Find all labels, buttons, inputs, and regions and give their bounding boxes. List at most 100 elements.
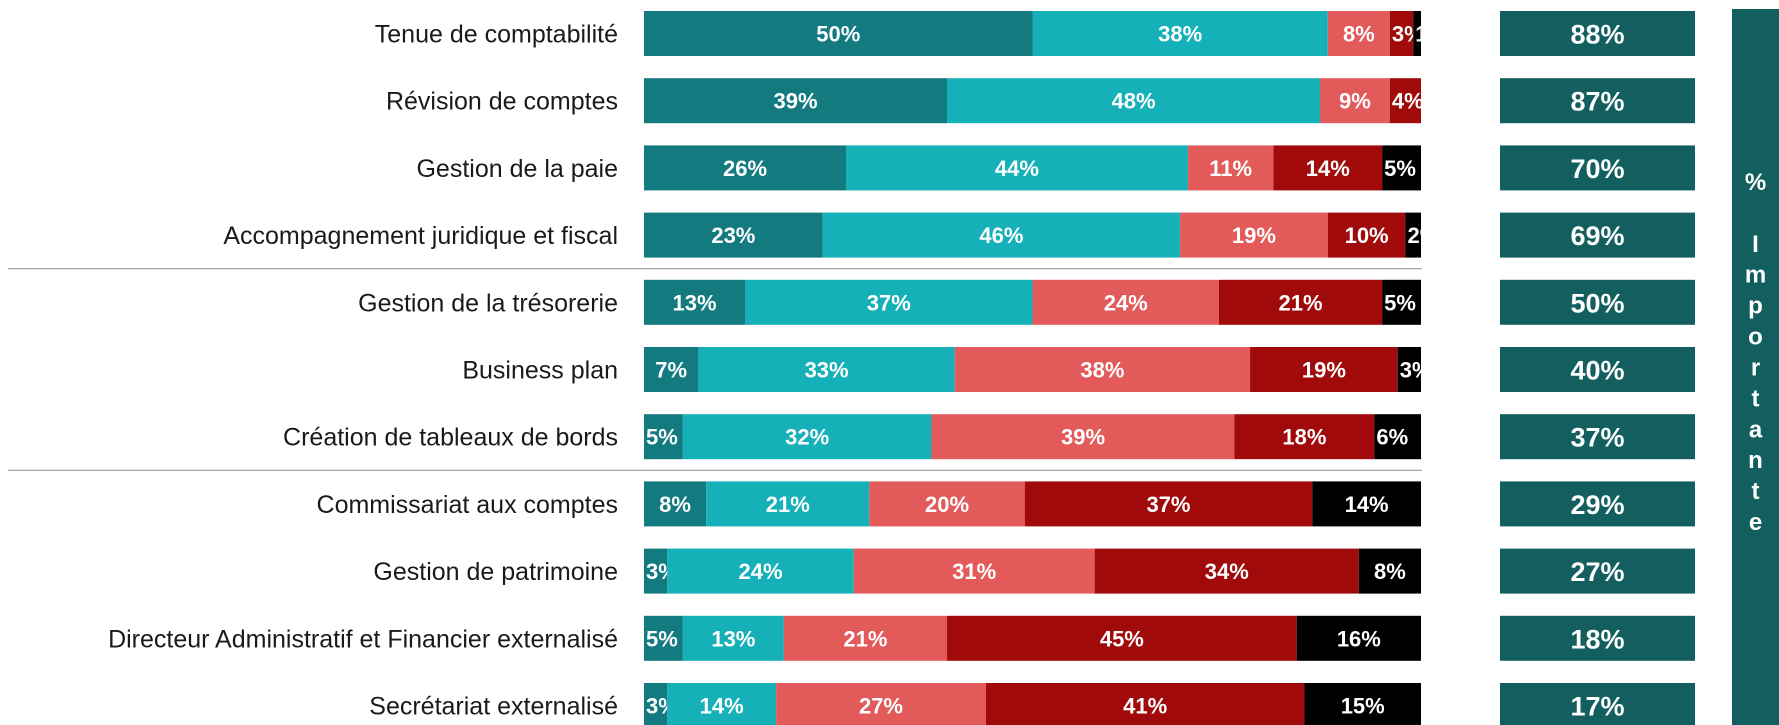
segment-value-label: 33% [805,358,849,383]
bar-segment [706,481,870,527]
segment-value-label: 14% [700,694,744,719]
segment-value-label: 2% [1407,223,1439,248]
importance-value-label: 37% [1570,423,1624,453]
bar-segment [644,78,948,124]
segment-value-label: 20% [925,492,969,517]
importance-value-label: 87% [1570,87,1624,117]
importance-box [1500,347,1695,392]
bar-segment [1218,279,1383,325]
segment-value-label: 21% [1279,290,1323,315]
bar-segment [931,414,1235,460]
bar-segment [644,548,668,594]
bar-segment [745,279,1033,325]
segment-value-label: 14% [1345,492,1389,517]
bar-segment [667,683,777,725]
bar-segment [644,683,668,725]
importance-value-label: 69% [1570,221,1624,251]
segment-value-label: 48% [1111,89,1155,114]
segment-value-label: 8% [659,492,691,517]
category-label: Gestion de la trésorerie [358,289,618,317]
bar-segment [1382,279,1421,325]
category-label: Commissariat aux comptes [317,491,618,519]
segment-value-label: 7% [655,358,687,383]
bar-segment [1327,212,1406,258]
importance-value-label: 27% [1570,557,1624,587]
bar-segment [1389,78,1421,124]
bar-segment [1382,145,1421,191]
bar-segment [1032,11,1328,56]
bar-segment [783,615,948,661]
bar-segment [1250,347,1398,392]
category-label: Révision de comptes [386,88,618,116]
segment-value-label: 10% [1345,223,1389,248]
segment-value-label: 45% [1100,626,1144,651]
bar-segment [947,615,1297,661]
segment-value-label: 39% [773,89,817,114]
importance-value-label: 40% [1570,356,1624,386]
segment-value-label: 26% [723,156,767,181]
importance-value-label: 29% [1570,490,1624,520]
bar-segment [1024,481,1313,527]
segment-value-label: 5% [1384,156,1416,181]
importance-value-label: 88% [1570,20,1624,50]
segment-value-label: 5% [1384,290,1416,315]
importance-value-label: 70% [1570,154,1624,184]
bar-segment [698,347,955,392]
bar-segment [667,548,854,594]
segment-value-label: 44% [995,156,1039,181]
bar-segment [644,11,1033,56]
segment-value-label: 34% [1205,559,1249,584]
category-label: Secrétariat externalisé [369,693,618,721]
importance-value-label: 18% [1570,624,1624,654]
bar-segment [682,414,932,460]
segment-value-label: 19% [1302,358,1346,383]
segment-value-label: 50% [816,22,860,47]
segment-value-label: 21% [766,492,810,517]
bar-segment [1374,414,1421,460]
segment-value-label: 27% [859,694,903,719]
category-label: Création de tableaux de bords [283,424,618,452]
bar-segment [822,212,1181,258]
bar-segment [1187,145,1274,191]
bar-segment [776,683,986,725]
importance-value-label: 50% [1570,288,1624,318]
importance-box [1500,279,1695,325]
segment-value-label: 41% [1123,694,1167,719]
bar-segment [1304,683,1421,725]
category-label: Accompagnement juridique et fiscal [223,222,618,250]
category-labels: Tenue de comptabilité Révision de comptes… [108,21,618,721]
category-label: Gestion de patrimoine [373,558,618,586]
segment-value-label: 46% [979,223,1023,248]
bar-segment [1413,11,1421,56]
segment-value-label: 13% [711,626,755,651]
segment-value-label: 5% [646,425,678,450]
importance-box [1500,683,1695,725]
bar-segment [682,615,784,661]
segment-value-label: 5% [646,626,678,651]
segment-value-label: 24% [1104,290,1148,315]
bar-segment [1358,548,1421,594]
segment-value-label: 38% [1158,22,1202,47]
segment-value-label: 11% [1209,156,1252,181]
bar-segment [1397,347,1421,392]
segment-value-label: 8% [1374,559,1406,584]
bar-segment [869,481,1025,527]
segment-value-label: 8% [1343,22,1375,47]
importance-box [1500,548,1695,594]
bar-segment [644,347,699,392]
importance-box [1500,145,1695,191]
segment-value-label: 21% [843,626,887,651]
segment-value-label: 24% [739,559,783,584]
segment-value-label: 37% [867,290,911,315]
bar-segment [1094,548,1359,594]
segment-value-label: 23% [711,223,755,248]
segment-value-label: 19% [1232,223,1276,248]
segment-value-label: 39% [1061,425,1105,450]
category-label: Gestion de la paie [416,155,618,183]
segment-value-label: 1% [1415,22,1447,47]
bar-segment [1273,145,1383,191]
bar-segment [644,145,847,191]
importance-box [1500,212,1695,258]
segment-value-label: 6% [1376,425,1408,450]
